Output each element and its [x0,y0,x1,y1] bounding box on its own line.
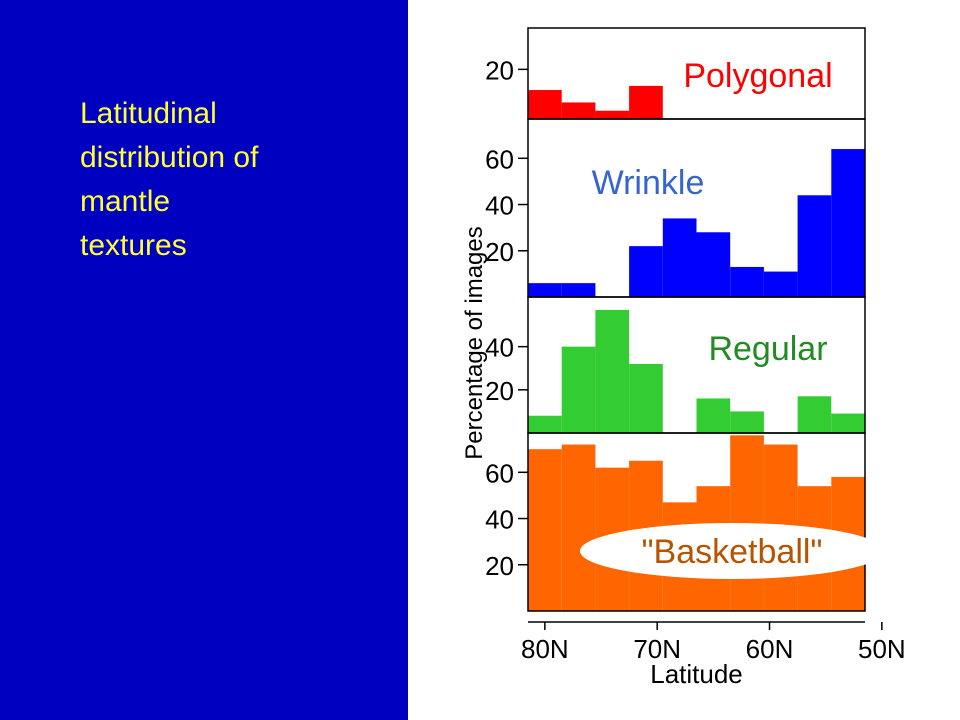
histogram-bar [831,413,865,433]
histogram-bar [528,283,562,297]
series-label: Wrinkle [592,164,705,202]
y-tick-label: 40 [485,333,514,363]
y-tick-label: 60 [485,144,514,174]
y-tick-label: 20 [485,551,514,581]
x-tick-label: 80N [521,634,569,664]
series-label: Regular [708,330,827,368]
histogram-bar [528,415,562,433]
y-tick-label: 40 [485,191,514,221]
histogram-bar [730,411,764,433]
panel-1: 20 40 60 Wrinkle [485,118,866,298]
histogram-bar [831,149,865,297]
histogram-bar [696,398,731,433]
histogram-bar [595,309,630,433]
histogram-bar [696,232,731,297]
slide-title-line: distribution of [80,141,259,174]
histogram-bar [528,90,562,119]
panel-0: 20 Polygonal [485,27,866,120]
latitude-histogram-chart: 20 Polygonal 20 40 60 Wrinkle 20 40 Regular 20 40 6… [461,27,906,689]
histogram-bar [528,449,562,611]
histogram-bar [763,271,798,297]
slide-title-line: textures [80,229,187,262]
x-tick-label: 70N [633,634,681,664]
y-axis-label: Percentage of images [461,226,488,459]
series-label: "Basketball" [641,533,822,571]
y-tick-label: 20 [485,55,514,85]
histogram-bar [730,266,764,297]
y-tick-label: 40 [485,505,514,535]
y-tick-label: 20 [485,237,514,267]
panel-frame [527,432,866,612]
histogram-bar [797,195,832,297]
histogram-bar [629,363,663,433]
series-label: Polygonal [683,57,832,95]
label-oval [580,523,884,579]
y-tick-label: 60 [485,458,514,488]
histogram-bar [561,444,596,611]
histogram-bar [629,85,663,119]
histogram-bar [561,346,596,433]
panel-3: 20 40 60 "Basketball" [485,432,884,612]
x-tick-label: 60N [746,634,794,664]
title-panel [0,0,408,720]
histogram-bar [629,246,663,297]
histogram-bar [561,102,596,119]
histogram-bar [662,218,697,297]
slide-title: Latitudinal distribution of mantle textu… [80,92,340,268]
x-axis-label: Latitude [650,659,743,689]
panel-2: 20 40 Regular [485,296,866,434]
histogram-bar [561,283,596,297]
histogram-bar [797,396,832,433]
histogram-bar [595,110,630,119]
slide-title-line: mantle [80,185,171,218]
x-tick-label: 50N [858,634,906,664]
y-tick-label: 20 [485,376,514,406]
slide-title-line: Latitudinal [80,97,217,130]
